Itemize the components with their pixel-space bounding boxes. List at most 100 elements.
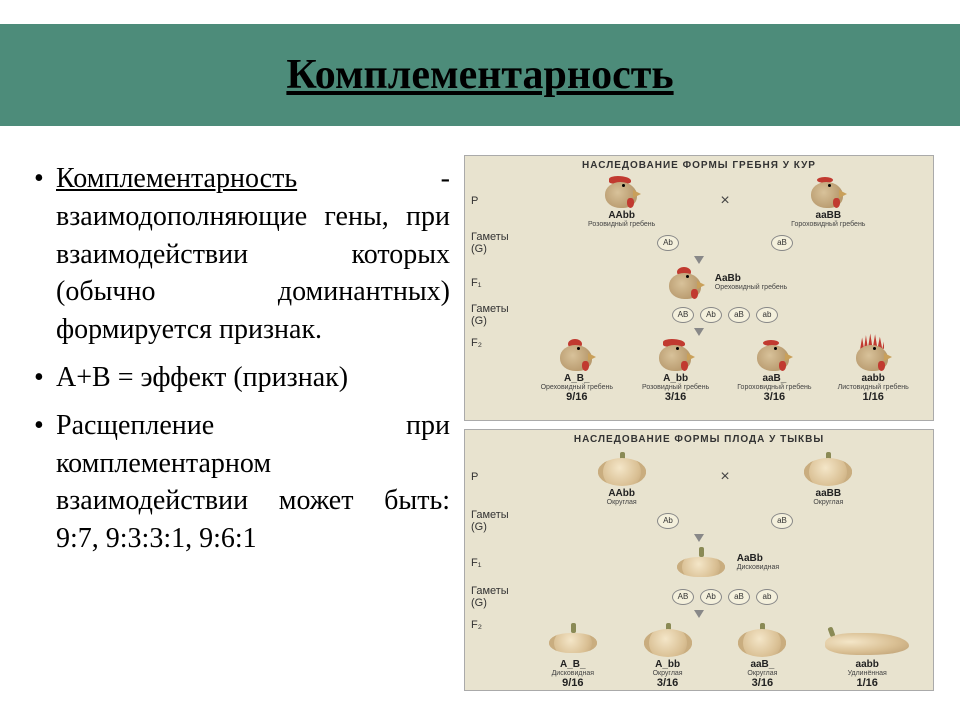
f1-chicken: AaBb Ореховидный гребень — [663, 265, 787, 301]
term: Комплементарность — [56, 163, 297, 194]
gamete-p2: aB — [771, 513, 793, 529]
chicken-icon — [653, 337, 699, 373]
f2-desc: Удлинённая — [848, 670, 887, 678]
pumpkin-icon — [592, 448, 652, 488]
chicken-icon — [751, 337, 797, 373]
pumpkin-icon — [671, 543, 731, 583]
f2-geno: aaB_ — [762, 373, 786, 384]
g-row: Гаметы (G) Ab aB — [465, 230, 933, 256]
f2-desc: Листовидный гребень — [838, 384, 909, 392]
f2-geno: A_bb — [663, 373, 688, 384]
p2-geno: aaBB — [816, 210, 842, 221]
label-G1: Гаметы (G) — [471, 509, 523, 533]
panel-chicken: НАСЛЕДОВАНИЕ ФОРМЫ ГРЕБНЯ У КУР P AAbb Р… — [464, 155, 934, 421]
bullet-list: Комплементарность - взаимодополняющие ге… — [34, 160, 450, 558]
f2-pumpkin: aaB_ Округлая 3/16 — [717, 619, 807, 690]
p2-desc: Гороховидный гребень — [791, 221, 865, 229]
bullet-2: А+В = эффект (признак) — [34, 359, 450, 397]
f2-geno: A_B_ — [564, 373, 590, 384]
gamete-p2: aB — [771, 235, 793, 251]
f2-frac: 1/16 — [856, 677, 877, 689]
f2-frac: 3/16 — [752, 677, 773, 689]
f2-frac: 3/16 — [657, 677, 678, 689]
gamete-p1: Ab — [657, 235, 679, 251]
f2-desc: Дисковидная — [552, 670, 594, 678]
pumpkin-icon — [798, 448, 858, 488]
slide-body: Комплементарность - взаимодополняющие ге… — [0, 150, 960, 710]
f1-pumpkin: AaBb Дисковидная — [671, 543, 779, 583]
bullet-1: Комплементарность - взаимодополняющие ге… — [34, 160, 450, 349]
figure-column: НАСЛЕДОВАНИЕ ФОРМЫ ГРЕБНЯ У КУР P AAbb Р… — [460, 150, 950, 710]
gf1-body: AB Ab aB ab — [523, 588, 927, 606]
arrow-icon — [694, 610, 704, 618]
f2-chicken: aabb Листовидный гребень 1/16 — [828, 337, 918, 404]
slide-title: Комплементарность — [286, 51, 673, 99]
panel2-title: НАСЛЕДОВАНИЕ ФОРМЫ ПЛОДА У ТЫКВЫ — [465, 430, 933, 447]
p1-desc: Округлая — [607, 499, 637, 507]
pumpkin-icon — [821, 619, 913, 659]
gamete: aB — [728, 589, 750, 605]
f1-geno: AaBb — [715, 273, 741, 284]
chicken-icon — [663, 265, 709, 301]
f2-body: A_B_ Ореховидный гребень 9/16 A_bb Розов… — [523, 337, 927, 404]
g2-row: Гаметы (G) AB Ab aB ab — [465, 584, 933, 610]
p-row: P AAbb Розовидный гребень × — [465, 173, 933, 230]
slide: Комплементарность Комплементарность - вз… — [0, 0, 960, 720]
chicken-icon — [850, 337, 896, 373]
gamete: Ab — [700, 307, 722, 323]
panel-pumpkin: НАСЛЕДОВАНИЕ ФОРМЫ ПЛОДА У ТЫКВЫ P AAbb … — [464, 429, 934, 691]
f2-frac: 9/16 — [562, 677, 583, 689]
f2-row: F₂ A_B_ Дисковидная 9/16 A_bb Округлая 3… — [465, 618, 933, 691]
p2-desc: Округлая — [813, 499, 843, 507]
f2-pumpkin: A_bb Округлая 3/16 — [623, 619, 713, 690]
label-G2: Гаметы (G) — [471, 585, 523, 609]
f2-pumpkin: aabb Удлинённая 1/16 — [812, 619, 922, 690]
arrow-icon — [694, 534, 704, 542]
f2-desc: Гороховидный гребень — [737, 384, 811, 392]
p-row: P AAbb Округлая × aaBB Округлая — [465, 447, 933, 508]
f2-chicken: A_bb Розовидный гребень 3/16 — [631, 337, 721, 404]
gamete: Ab — [700, 589, 722, 605]
f2-chicken: A_B_ Ореховидный гребень 9/16 — [532, 337, 622, 404]
gamete: AB — [672, 307, 694, 323]
label-G2: Гаметы (G) — [471, 303, 523, 327]
f2-geno: aaB_ — [750, 659, 774, 670]
chicken-icon — [599, 174, 645, 210]
g2-row: Гаметы (G) AB Ab aB ab — [465, 302, 933, 328]
p2-pumpkin: aaBB Округлая — [783, 448, 873, 507]
label-G1: Гаметы (G) — [471, 231, 523, 255]
gamete: aB — [728, 307, 750, 323]
p1-pumpkin: AAbb Округлая — [577, 448, 667, 507]
cross-icon: × — [720, 468, 729, 486]
gamete: ab — [756, 307, 778, 323]
arrow-icon — [694, 328, 704, 336]
label-F2: F₂ — [471, 619, 523, 631]
pumpkin-icon — [543, 619, 603, 659]
f2-desc: Округлая — [653, 670, 683, 678]
cross-icon: × — [720, 192, 729, 210]
g-row: Гаметы (G) Ab aB — [465, 508, 933, 534]
label-P: P — [471, 195, 523, 207]
p1-desc: Розовидный гребень — [588, 221, 655, 229]
f2-geno: A_B_ — [560, 659, 586, 670]
p1-geno: AAbb — [608, 488, 635, 499]
pumpkin-icon — [638, 619, 698, 659]
gamete: AB — [672, 589, 694, 605]
p2-geno: aaBB — [816, 488, 842, 499]
label-F2: F₂ — [471, 337, 523, 349]
f1-body: AaBb Дисковидная — [523, 543, 927, 583]
f1-gametes: AB Ab aB ab — [671, 588, 779, 606]
arrow-icon — [694, 256, 704, 264]
f2-geno: aabb — [862, 373, 885, 384]
panel1-title: НАСЛЕДОВАНИЕ ФОРМЫ ГРЕБНЯ У КУР — [465, 156, 933, 173]
f2-frac: 1/16 — [862, 391, 883, 403]
f1-row: F₁ AaBb Ореховидный гребень — [465, 264, 933, 302]
f2-desc: Розовидный гребень — [642, 384, 709, 392]
text-column: Комплементарность - взаимодополняющие ге… — [0, 150, 460, 710]
title-bar: Комплементарность — [0, 24, 960, 126]
p-body: AAbb Округлая × aaBB Округлая — [523, 448, 927, 507]
label-F1: F₁ — [471, 557, 523, 569]
gf1-body: AB Ab aB ab — [523, 306, 927, 324]
f2-frac: 3/16 — [764, 391, 785, 403]
chicken-icon — [805, 174, 851, 210]
